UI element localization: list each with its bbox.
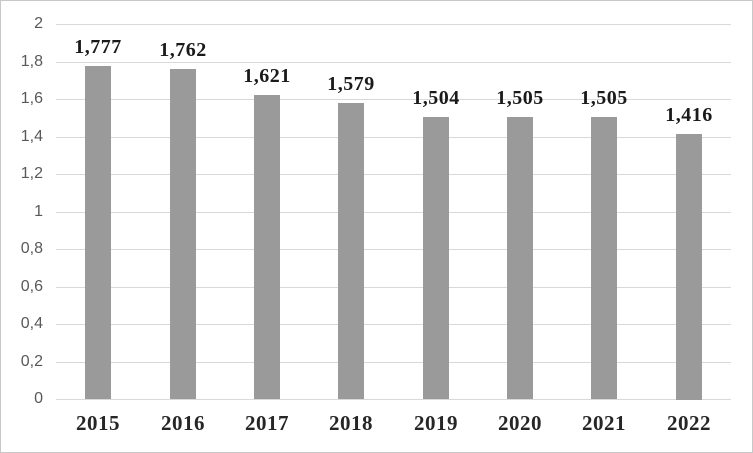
xtick-label-2015: 2015 [76,411,120,435]
bar-2020 [507,117,533,399]
ytick-label-2: 2 [34,15,43,32]
ytick-label-1: 1 [34,203,43,220]
value-label-2019: 1,504 [412,87,460,109]
value-label-2017: 1,621 [243,65,291,87]
gridline-1.6 [56,99,731,100]
value-label-2018: 1,579 [327,73,375,95]
gridline-1.4 [56,137,731,138]
value-label-2015: 1,777 [74,36,122,58]
ytick-label-1.8: 1,8 [20,53,43,70]
bar-2021 [591,117,617,399]
xtick-label-2021: 2021 [582,411,626,435]
value-label-2020: 1,505 [496,87,544,109]
xtick-label-2017: 2017 [245,411,289,435]
gridline-1.8 [56,62,731,63]
ytick-label-0: 0 [34,390,43,407]
bar-2016 [170,69,196,399]
ytick-label-0.8: 0,8 [20,240,43,257]
gridline-0.2 [56,362,731,363]
gridline-1.2 [56,174,731,175]
ytick-label-1.2: 1,2 [20,165,43,182]
gridline-2 [56,24,731,25]
ytick-label-0.4: 0,4 [20,315,43,332]
value-label-2022: 1,416 [665,104,713,126]
gridline-0 [56,399,731,400]
xtick-label-2016: 2016 [161,411,205,435]
bar-2018 [338,103,364,399]
ytick-label-0.2: 0,2 [20,353,43,370]
ytick-label-0.6: 0,6 [20,278,43,295]
bar-2015 [85,66,111,399]
bar-2017 [254,95,280,399]
xtick-label-2022: 2022 [667,411,711,435]
value-label-2021: 1,505 [580,87,628,109]
xtick-label-2019: 2019 [414,411,458,435]
gridline-0.8 [56,249,731,250]
gridline-0.6 [56,287,731,288]
bar-2019 [423,117,449,399]
gridline-1 [56,212,731,213]
xtick-label-2018: 2018 [329,411,373,435]
gridline-0.4 [56,324,731,325]
bar-2022 [676,134,702,400]
ytick-label-1.4: 1,4 [20,128,43,145]
value-label-2016: 1,762 [159,39,207,61]
ytick-label-1.6: 1,6 [20,90,43,107]
xtick-label-2020: 2020 [498,411,542,435]
